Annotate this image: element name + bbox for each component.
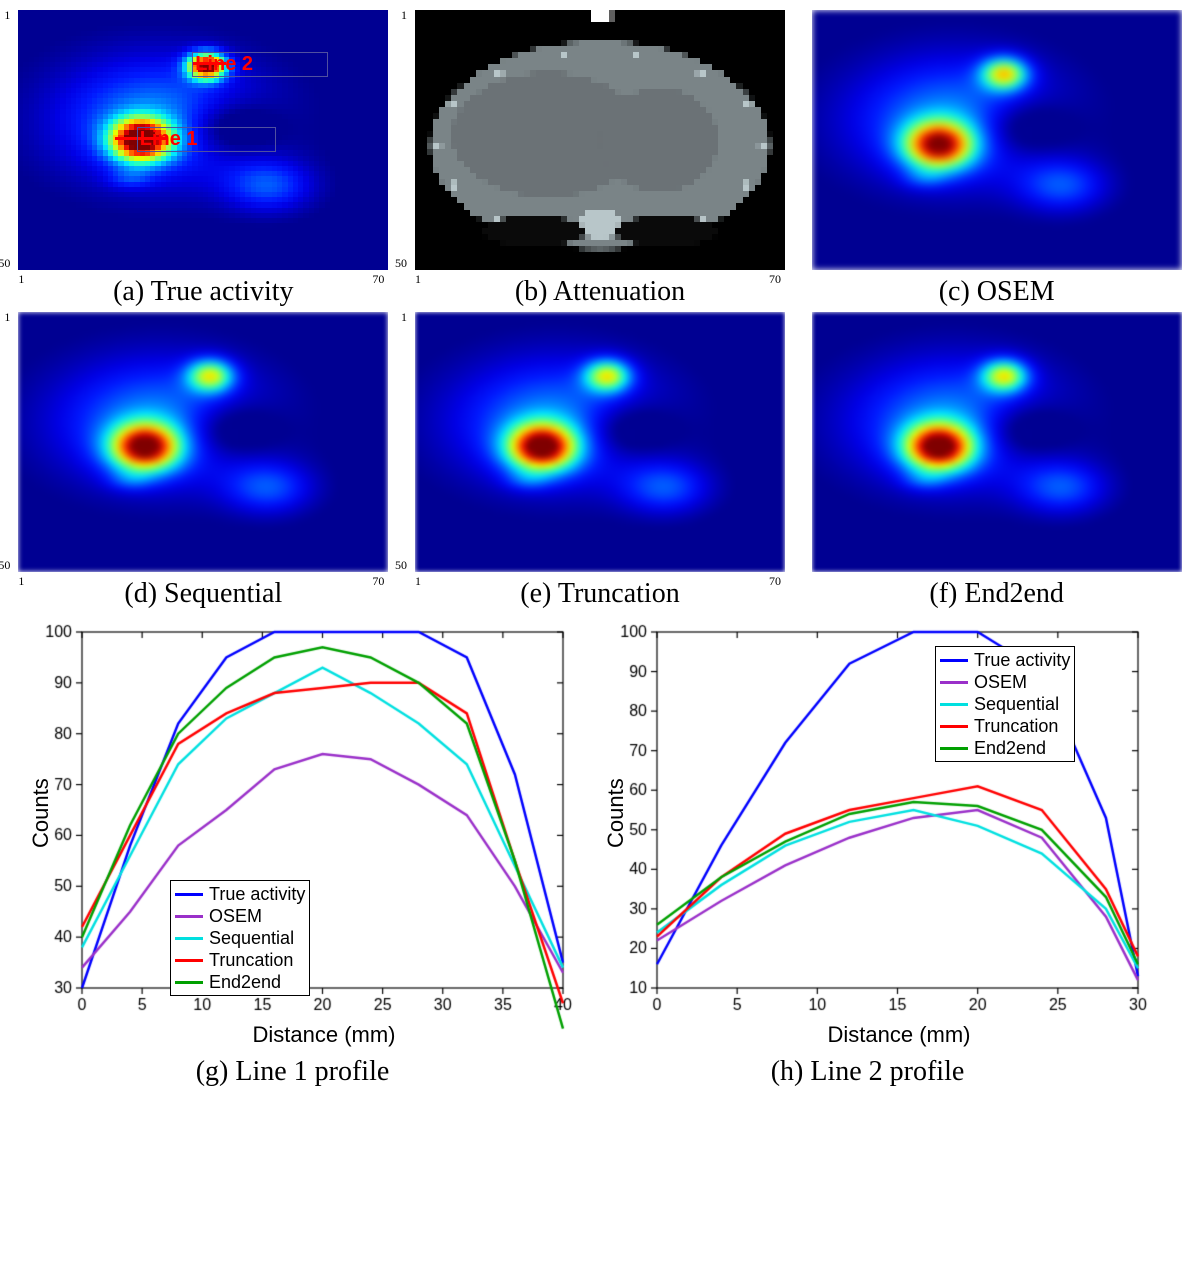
panel-caption: (g) Line 1 profile [196, 1056, 390, 1088]
panel-a: Line 2Line 1150170(a) True activity [10, 10, 397, 308]
legend-swatch [940, 725, 968, 728]
legend-item: Truncation [175, 949, 305, 971]
activity-heatmap-image [415, 312, 785, 572]
legend-label: OSEM [209, 905, 262, 927]
profile-panel-h: Distance (mm) Counts True activityOSEMSequ… [585, 620, 1150, 1088]
panel-caption: (d) Sequential [124, 578, 282, 610]
legend-item: Sequential [175, 927, 305, 949]
legend-item: OSEM [175, 905, 305, 927]
profile-line-marker [115, 137, 167, 140]
legend-label: True activity [974, 649, 1070, 671]
heatmap-grid: Line 2Line 1150170(a) True activity15017… [10, 10, 1190, 610]
legend-item: End2end [940, 737, 1070, 759]
legend-swatch [175, 959, 203, 962]
legend-item: Truncation [940, 715, 1070, 737]
legend-swatch [940, 703, 968, 706]
activity-heatmap-image [812, 10, 1182, 270]
attenuation-map-image [415, 10, 785, 270]
legend-label: End2end [974, 737, 1046, 759]
axis-tick-label: 1 [401, 310, 407, 325]
chart-legend: True activityOSEMSequentialTruncationEnd… [935, 646, 1075, 762]
legend-swatch [940, 681, 968, 684]
legend-item: True activity [940, 649, 1070, 671]
legend-label: OSEM [974, 671, 1027, 693]
profile-panel-g: Distance (mm) Counts True activityOSEMSequ… [10, 620, 575, 1088]
legend-swatch [175, 981, 203, 984]
panel-caption: (e) Truncation [520, 578, 679, 610]
legend-swatch [175, 915, 203, 918]
axis-tick-label: 1 [18, 574, 24, 589]
axis-tick-label: 1 [4, 310, 10, 325]
legend-label: True activity [209, 883, 305, 905]
legend-label: End2end [209, 971, 281, 993]
legend-label: Truncation [974, 715, 1058, 737]
panel-caption: (c) OSEM [939, 276, 1055, 308]
axis-tick-label: 70 [769, 574, 781, 589]
axis-tick-label: 70 [769, 272, 781, 287]
activity-heatmap-image [18, 312, 388, 572]
axis-tick-label: 70 [372, 574, 384, 589]
x-axis-label: Distance (mm) [253, 1022, 396, 1048]
axis-tick-label: 70 [372, 272, 384, 287]
panel-b: 150170(b) Attenuation [407, 10, 794, 308]
axis-tick-label: 1 [415, 574, 421, 589]
panel-c: (c) OSEM [803, 10, 1190, 308]
axis-tick-label: 1 [4, 8, 10, 23]
activity-heatmap-image [18, 10, 388, 270]
legend-label: Sequential [974, 693, 1059, 715]
axis-tick-label: 50 [395, 558, 407, 573]
legend-swatch [940, 747, 968, 750]
x-axis-label: Distance (mm) [828, 1022, 971, 1048]
axis-tick-label: 50 [0, 558, 10, 573]
legend-swatch [175, 893, 203, 896]
profile-line-marker [192, 62, 225, 65]
legend-item: End2end [175, 971, 305, 993]
axis-tick-label: 1 [18, 272, 24, 287]
legend-swatch [175, 937, 203, 940]
legend-item: True activity [175, 883, 305, 905]
panel-caption: (b) Attenuation [515, 276, 685, 308]
profiles-row: Distance (mm)CountsTrue activityOSEMSequ… [10, 620, 1190, 1088]
chart-legend: True activityOSEMSequentialTruncationEnd… [170, 880, 310, 996]
axis-tick-label: 50 [395, 256, 407, 271]
axis-tick-label: 1 [415, 272, 421, 287]
panel-caption: (f) End2end [929, 578, 1064, 610]
panel-caption: (a) True activity [113, 276, 293, 308]
axis-tick-label: 50 [0, 256, 10, 271]
panel-e: 150170(e) Truncation [407, 312, 794, 610]
legend-label: Truncation [209, 949, 293, 971]
activity-heatmap-image [812, 312, 1182, 572]
axis-tick-label: 1 [401, 8, 407, 23]
legend-item: Sequential [940, 693, 1070, 715]
y-axis-label: Counts [28, 778, 54, 848]
panel-f: (f) End2end [803, 312, 1190, 610]
legend-item: OSEM [940, 671, 1070, 693]
legend-swatch [940, 659, 968, 662]
panel-caption: (h) Line 2 profile [771, 1056, 965, 1088]
panel-d: 150170(d) Sequential [10, 312, 397, 610]
legend-label: Sequential [209, 927, 294, 949]
y-axis-label: Counts [603, 778, 629, 848]
